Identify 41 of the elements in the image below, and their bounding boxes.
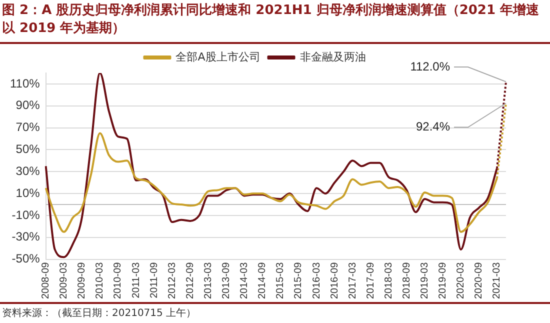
x-tick-label: 2020-03 — [456, 262, 467, 300]
y-tick-label: -10% — [12, 208, 40, 222]
x-tick-label: 2012-09 — [184, 262, 196, 300]
x-tick-label: 2016-03 — [311, 262, 322, 300]
x-tick-label: 2014-09 — [257, 262, 268, 300]
x-tick-label: 2010-03 — [94, 262, 106, 300]
x-tick-label: 2012-03 — [166, 262, 178, 300]
y-tick-label: 110% — [10, 76, 40, 90]
x-tick-label: 2013-03 — [202, 262, 214, 300]
chart-title: 图 2：A 股历史归母净利润累计同比增速和 2021H1 归母净利润增速测算值（2021 年增速以 2019 年为基期） — [0, 0, 550, 44]
legend-label: 非金融及两油 — [300, 50, 366, 64]
x-tick-label: 2009-03 — [58, 262, 70, 300]
y-tick-label: 70% — [16, 120, 40, 134]
x-tick-label: 2009-09 — [76, 262, 88, 300]
y-tick-label: 10% — [16, 186, 40, 200]
x-tick-label: 2019-09 — [438, 262, 449, 300]
data-label: 92.4% — [416, 120, 450, 134]
x-tick-label: 2017-03 — [347, 262, 358, 300]
x-tick-label: 2018-03 — [383, 262, 394, 300]
x-tick-label: 2011-09 — [148, 262, 160, 298]
x-tick-label: 2021-03 — [492, 262, 503, 300]
x-tick-label: 2008-09 — [40, 262, 52, 300]
x-tick-label: 2020-09 — [474, 262, 485, 300]
x-tick-label: 2014-03 — [239, 262, 250, 300]
legend-label: 全部A股上市公司 — [176, 50, 260, 64]
x-tick-label: 2016-09 — [329, 262, 340, 300]
x-tick-label: 2019-03 — [420, 262, 431, 300]
x-tick-label: 2015-09 — [293, 262, 304, 300]
x-tick-label: 2017-09 — [365, 262, 376, 300]
data-label: 112.0% — [410, 59, 450, 74]
y-tick-label: 50% — [16, 142, 40, 156]
y-tick-label: 30% — [16, 164, 40, 178]
x-tick-label: 2018-09 — [401, 262, 412, 300]
y-tick-label: -30% — [12, 230, 40, 244]
text: 资料来源：（截至日期：20210715 上午） — [0, 302, 550, 322]
y-tick-label: 90% — [16, 98, 40, 112]
x-tick-label: 2013-09 — [221, 262, 232, 300]
y-tick-label: -50% — [12, 252, 40, 266]
x-tick-label: 2010-09 — [112, 262, 124, 300]
x-tick-label: 2011-03 — [130, 262, 142, 298]
x-tick-label: 2015-03 — [275, 262, 286, 300]
